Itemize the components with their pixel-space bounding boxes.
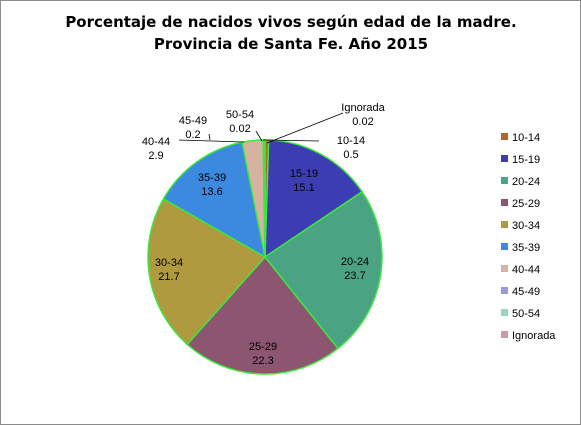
leader-line-45-49 [209, 134, 210, 140]
data-label-category-30-34: 30-34 [155, 257, 183, 269]
data-label-category-50-54: 50-54 [226, 109, 254, 121]
legend-item-10-14: 10-14 [501, 131, 540, 145]
legend-label: 35-39 [512, 242, 540, 254]
legend-swatch [501, 243, 508, 250]
legend-swatch [501, 177, 508, 184]
legend-swatch [501, 155, 508, 162]
legend-label: 15-19 [512, 154, 540, 166]
data-label-category-20-24: 20-24 [341, 256, 369, 268]
data-label-value-45-49: 0.2 [185, 129, 200, 141]
legend-item-50-54: 50-54 [501, 307, 540, 321]
data-label-category-10-14: 10-14 [337, 135, 365, 147]
data-label-value-15-19: 15.1 [293, 182, 314, 194]
data-label-category-35-39: 35-39 [198, 172, 226, 184]
data-label-value-25-29: 22.3 [252, 355, 273, 367]
legend-label: 30-34 [512, 220, 540, 232]
data-label-category-15-19: 15-19 [290, 168, 318, 180]
legend-item-20-24: 20-24 [501, 175, 540, 189]
legend-swatch [501, 199, 508, 206]
legend-swatch [501, 265, 508, 272]
legend-label: Ignorada [512, 330, 555, 342]
legend-swatch [501, 133, 508, 140]
data-label-value-20-24: 23.7 [344, 270, 365, 282]
data-label-value-ignorada: 0.02 [352, 116, 373, 128]
legend-label: 45-49 [512, 286, 540, 298]
legend-item-25-29: 25-29 [501, 197, 540, 211]
legend-item-30-34: 30-34 [501, 219, 540, 233]
legend-label: 40-44 [512, 264, 540, 276]
legend-swatch [501, 331, 508, 338]
legend-swatch [501, 221, 508, 228]
data-label-value-40-44: 2.9 [148, 150, 163, 162]
data-label-category-40-44: 40-44 [142, 136, 170, 148]
leader-line-ignorada [267, 113, 343, 143]
legend-item-35-39: 35-39 [501, 241, 540, 255]
legend-label: 20-24 [512, 176, 540, 188]
data-label-value-30-34: 21.7 [158, 271, 179, 283]
legend-label: 10-14 [512, 132, 540, 144]
legend-item-ignorada: Ignorada [501, 329, 555, 343]
legend-swatch [501, 309, 508, 316]
legend-item-15-19: 15-19 [501, 153, 540, 167]
legend-label: 25-29 [512, 198, 540, 210]
data-label-category-25-29: 25-29 [249, 341, 277, 353]
data-label-category-45-49: 45-49 [179, 115, 207, 127]
legend-item-40-44: 40-44 [501, 263, 540, 277]
legend-label: 50-54 [512, 308, 540, 320]
legend-swatch [501, 287, 508, 294]
legend-item-45-49: 45-49 [501, 285, 540, 299]
data-label-value-10-14: 0.5 [343, 149, 358, 161]
data-label-value-35-39: 13.6 [201, 186, 222, 198]
data-label-category-ignorada: Ignorada [341, 102, 385, 114]
data-label-value-50-54: 0.02 [229, 123, 250, 135]
